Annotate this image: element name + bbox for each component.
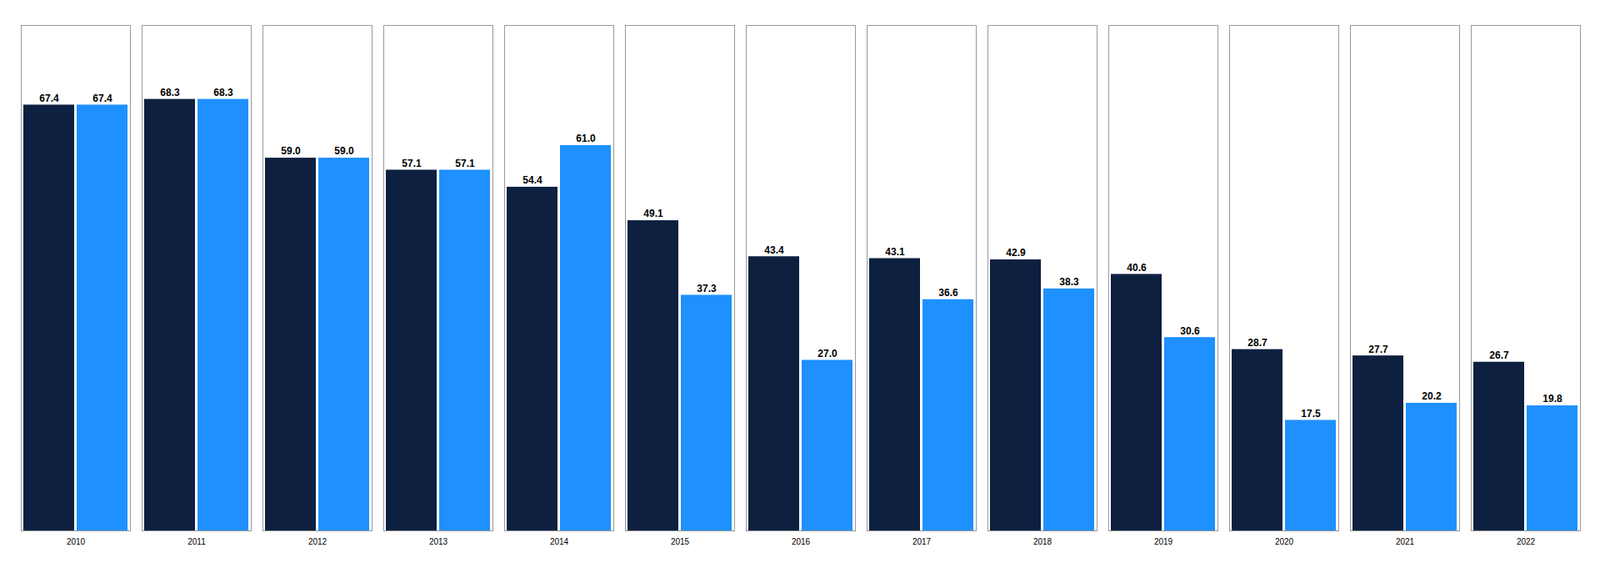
svg-text:67.4: 67.4 (39, 92, 60, 105)
svg-text:2019: 2019 (1154, 536, 1174, 546)
svg-text:30.6: 30.6 (1180, 325, 1200, 337)
svg-text:2022: 2022 (1516, 536, 1536, 546)
svg-text:17.5: 17.5 (1300, 407, 1321, 420)
svg-text:67.4: 67.4 (92, 92, 113, 105)
svg-text:68.3: 68.3 (160, 86, 180, 99)
svg-text:20.2: 20.2 (1421, 390, 1442, 402)
svg-text:68.3: 68.3 (213, 86, 234, 99)
svg-text:2014: 2014 (550, 536, 570, 546)
svg-text:2018: 2018 (1033, 536, 1053, 546)
svg-text:54.4: 54.4 (522, 174, 543, 186)
svg-text:28.7: 28.7 (1247, 336, 1268, 349)
svg-text:19.8: 19.8 (1542, 392, 1563, 405)
svg-text:37.3: 37.3 (696, 282, 717, 295)
svg-text:49.1: 49.1 (643, 207, 664, 220)
svg-text:27.0: 27.0 (817, 347, 838, 360)
svg-text:57.1: 57.1 (455, 157, 475, 170)
svg-text:2010: 2010 (66, 536, 86, 546)
svg-text:2012: 2012 (308, 536, 328, 546)
svg-text:40.6: 40.6 (1126, 261, 1147, 274)
svg-text:38.3: 38.3 (1059, 275, 1080, 288)
svg-text:61.0: 61.0 (575, 132, 596, 145)
svg-text:2015: 2015 (670, 536, 690, 546)
svg-text:57.1: 57.1 (401, 157, 422, 170)
svg-text:43.1: 43.1 (885, 245, 905, 258)
svg-text:59.0: 59.0 (280, 145, 301, 157)
svg-text:2013: 2013 (429, 536, 449, 546)
svg-text:2016: 2016 (791, 536, 811, 546)
svg-text:59.0: 59.0 (334, 145, 355, 157)
svg-text:43.4: 43.4 (764, 244, 785, 256)
svg-text:27.7: 27.7 (1368, 343, 1389, 355)
svg-text:2017: 2017 (912, 536, 932, 546)
svg-text:2021: 2021 (1395, 536, 1415, 546)
svg-text:36.6: 36.6 (938, 286, 959, 299)
svg-text:2011: 2011 (187, 536, 206, 546)
svg-text:26.7: 26.7 (1489, 349, 1510, 361)
svg-text:2020: 2020 (1275, 536, 1295, 546)
svg-text:42.9: 42.9 (1005, 246, 1026, 259)
